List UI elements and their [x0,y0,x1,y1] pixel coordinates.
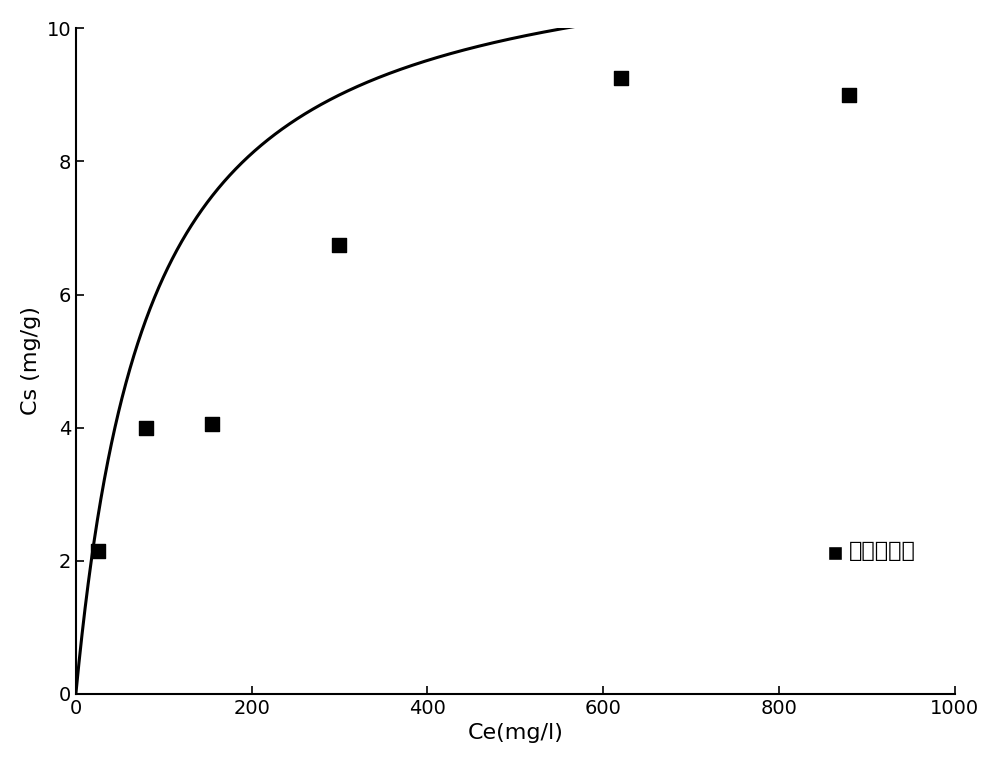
短土柱试验 [841,89,857,101]
短土柱试验 [138,422,154,434]
短土柱试验 [331,238,347,251]
短土柱试验 [613,72,629,84]
短土柱试验 [204,418,220,430]
Legend: 短土柱试验: 短土柱试验 [822,536,921,567]
X-axis label: Ce(mg/l): Ce(mg/l) [467,724,563,743]
短土柱试验 [90,545,106,557]
Y-axis label: Cs (mg/g): Cs (mg/g) [21,306,41,416]
